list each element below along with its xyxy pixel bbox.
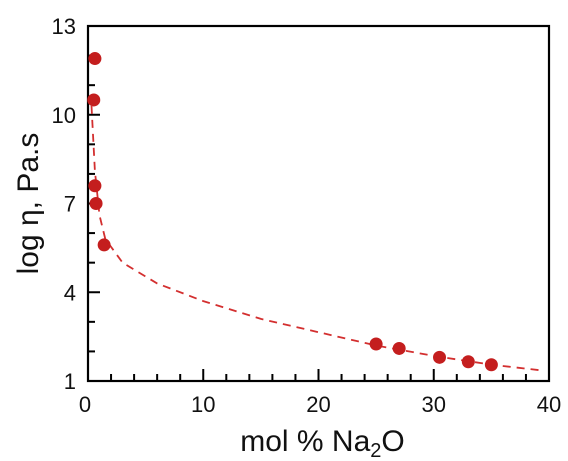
data-point <box>89 197 103 210</box>
data-point <box>392 341 406 355</box>
plot-frame <box>86 24 551 383</box>
data-point <box>97 238 111 252</box>
data-point <box>369 337 383 351</box>
x-tick-label: 0 <box>79 392 91 417</box>
y-tick-label: 7 <box>64 192 76 217</box>
x-axis-tick-labels: 0 10 20 30 40 <box>79 392 561 417</box>
x-axis-label-suffix: O <box>381 425 404 458</box>
y-tick-label: 1 <box>64 369 76 394</box>
x-axis-label-subscript: 2 <box>370 440 381 461</box>
x-tick-label: 10 <box>191 392 215 417</box>
x-tick-label: 30 <box>422 392 446 417</box>
x-axis-label-prefix: mol % Na <box>240 425 370 458</box>
data-points <box>87 52 498 372</box>
y-tick-label: 4 <box>64 280 76 305</box>
data-point <box>433 350 447 364</box>
x-axis-ticks <box>87 369 550 381</box>
data-point <box>461 355 475 369</box>
y-tick-label: 10 <box>52 103 76 128</box>
data-point <box>88 179 102 193</box>
fit-curve <box>90 105 544 372</box>
y-axis-tick-labels: 1 4 7 10 13 <box>52 14 76 394</box>
x-axis-label: mol % Na2O <box>240 425 405 461</box>
x-tick-label: 20 <box>306 392 330 417</box>
data-point <box>484 358 498 372</box>
y-axis-label: log η, Pa.s <box>12 133 45 275</box>
x-tick-label: 40 <box>537 392 561 417</box>
data-point <box>87 93 101 107</box>
y-tick-label: 13 <box>52 14 76 39</box>
data-point <box>88 52 102 66</box>
